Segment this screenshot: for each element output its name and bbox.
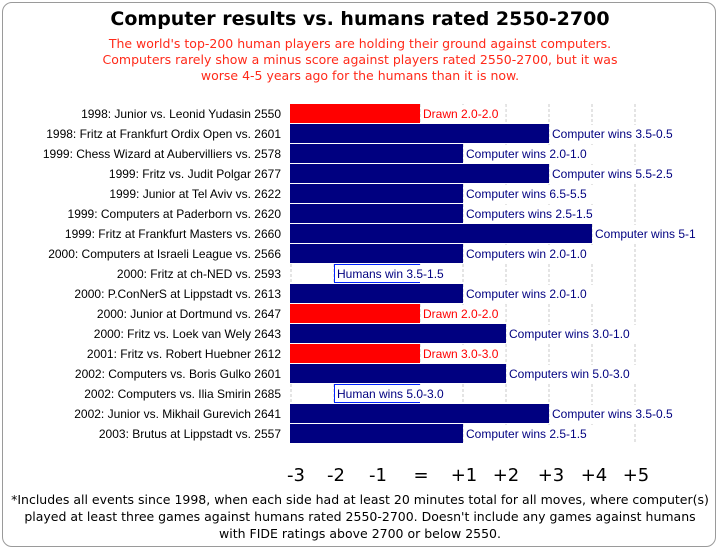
bar	[290, 344, 420, 363]
data-label-bg	[421, 345, 506, 362]
data-label: Drawn 2.0-2.0	[423, 307, 499, 321]
row-label: 1998: Fritz at Frankfurt Ordix Open vs. …	[46, 127, 281, 141]
bar	[290, 144, 463, 163]
data-label-bg	[421, 105, 506, 122]
x-tick-label: +3	[538, 465, 565, 486]
row-label: 2000: Fritz at ch-NED vs. 2593	[117, 267, 281, 281]
chart-title: Computer results vs. humans rated 2550-2…	[110, 8, 610, 30]
footnote: *Includes all events since 1998, when ea…	[11, 492, 709, 541]
bar	[290, 124, 549, 143]
data-label: Computers wins 2.5-1.5	[466, 207, 593, 221]
data-label: Computer wins 6.5-5.5	[466, 187, 587, 201]
bar	[290, 324, 506, 343]
row-label: 2003: Brutus at Lippstadt vs. 2557	[99, 427, 281, 441]
data-label-bg	[550, 125, 685, 142]
data-label-bg	[464, 285, 599, 302]
x-tick-label: +2	[493, 465, 520, 486]
bar	[290, 104, 420, 123]
data-label-bg	[335, 385, 451, 402]
data-label: Computer wins 2.5-1.5	[466, 427, 587, 441]
x-tick-label: -2	[327, 465, 345, 486]
row-label: 1999: Fritz vs. Judit Polgar 2677	[109, 167, 281, 181]
data-label-bg	[335, 265, 451, 282]
row-label: 2001: Fritz vs. Robert Huebner 2612	[87, 347, 281, 361]
row-label: 2000: P.ConNerS at Lippstadt vs. 2613	[74, 287, 281, 301]
data-label: Computer wins 2.0-1.0	[466, 287, 587, 301]
data-label-bg	[421, 305, 506, 322]
bar	[290, 424, 463, 443]
data-label: Humans win 3.5-1.5	[337, 267, 444, 281]
bar	[290, 304, 420, 323]
x-tick-label: -1	[369, 465, 387, 486]
row-label: 2002: Computers vs. Ilia Smirin 2685	[84, 387, 281, 401]
data-labels: Drawn 2.0-2.0 Computer wins 3.5-0.5 Comput…	[335, 105, 703, 442]
row-label: 2000: Computers at Israeli League vs. 25…	[48, 247, 281, 261]
data-label-bg	[550, 165, 685, 182]
row-label: 2002: Junior vs. Mikhail Gurevich 2641	[74, 407, 281, 421]
bar	[290, 284, 463, 303]
data-label: Drawn 2.0-2.0	[423, 107, 499, 121]
data-label: Drawn 3.0-3.0	[423, 347, 499, 361]
bar	[290, 224, 592, 243]
bars	[290, 104, 592, 443]
data-label-bg	[507, 325, 642, 342]
row-label: 1999: Junior at Tel Aviv vs. 2622	[109, 187, 281, 201]
bar	[290, 184, 463, 203]
row-label: 2000: Fritz vs. Loek van Wely 2643	[94, 327, 282, 341]
data-label-bg	[464, 145, 599, 162]
x-tick-labels: -3 -2 -1 = +1 +2 +3 +4 +5	[287, 465, 649, 486]
row-label: 1999: Chess Wizard at Aubervilliers vs. …	[43, 147, 281, 161]
data-label-bg	[550, 405, 685, 422]
data-label-bg	[464, 425, 599, 442]
row-label: 2000: Junior at Dortmund vs. 2647	[97, 307, 281, 321]
data-label-bg	[464, 245, 599, 262]
bar	[290, 404, 549, 423]
data-label: Computer wins 5.5-2.5	[552, 167, 673, 181]
data-label: Computer wins 3.0-1.0	[509, 327, 630, 341]
x-tick-label: -3	[287, 465, 305, 486]
data-label: Computer wins 2.0-1.0	[466, 147, 587, 161]
row-labels: 1998: Junior vs. Leonid Yudasin 2550 1998…	[43, 107, 281, 441]
row-label: 2002: Computers vs. Boris Gulko 2601	[75, 367, 281, 381]
data-label: Computer wins 3.5-0.5	[552, 407, 673, 421]
data-label: Computers win 2.0-1.0	[466, 247, 587, 261]
data-label: Computers win 5.0-3.0	[509, 367, 630, 381]
row-label: 1999: Computers at Paderborn vs. 2620	[68, 207, 282, 221]
bar	[290, 164, 549, 183]
x-tick-label: +5	[623, 465, 650, 486]
bar	[290, 244, 463, 263]
x-tick-label: =	[413, 465, 428, 486]
row-label: 1998: Junior vs. Leonid Yudasin 2550	[81, 107, 281, 121]
bar	[290, 364, 506, 383]
data-label-bg	[464, 185, 599, 202]
data-label-bg	[464, 205, 605, 222]
x-tick-label: +4	[581, 465, 608, 486]
data-label: Human wins 5.0-3.0	[337, 387, 444, 401]
x-tick-label: +1	[451, 465, 478, 486]
chart-subtitle: The world's top-200 human players are ho…	[102, 36, 618, 83]
data-label: Computer wins 3.5-0.5	[552, 127, 673, 141]
bar	[290, 204, 463, 223]
data-label-bg	[593, 225, 703, 242]
data-label: Computer wins 5-1	[595, 227, 696, 241]
data-label-bg	[507, 365, 642, 382]
row-label: 1999: Fritz at Frankfurt Masters vs. 266…	[65, 227, 281, 241]
